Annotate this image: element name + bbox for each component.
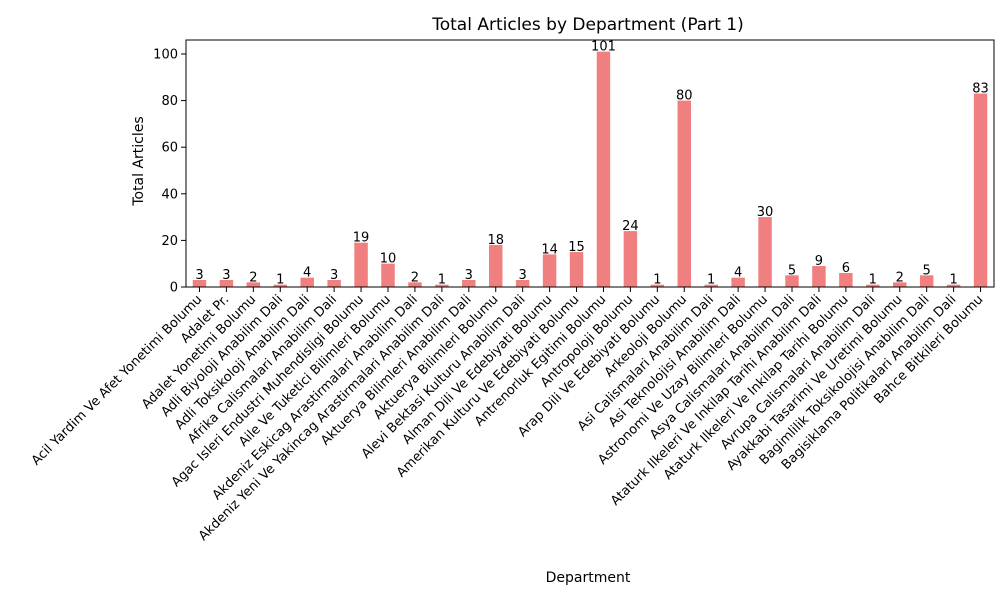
bar: [677, 100, 691, 288]
plot-frame: [185, 39, 995, 288]
bar: [300, 277, 314, 287]
bar: [435, 284, 449, 287]
y-tick-label: 0: [170, 281, 178, 296]
bar: [623, 231, 638, 287]
bar-value-label: 1: [707, 273, 715, 288]
bar-value-label: 2: [249, 270, 257, 285]
bar: [919, 275, 934, 287]
y-tick-label: 40: [161, 187, 178, 202]
bar-value-label: 14: [541, 242, 558, 257]
bar: [408, 282, 422, 287]
bar-value-label: 9: [815, 254, 823, 269]
bar: [812, 266, 826, 287]
bar: [704, 284, 718, 287]
bar: [973, 93, 988, 288]
bar-value-label: 3: [195, 268, 203, 283]
bar: [569, 252, 584, 287]
bar: [542, 254, 557, 287]
bar-value-label: 18: [487, 233, 504, 248]
bar-value-label: 24: [622, 219, 639, 234]
bar-value-label: 10: [380, 252, 397, 267]
bar-value-label: 80: [676, 89, 693, 104]
bar-value-label: 1: [869, 273, 877, 288]
x-axis-ticks: Acil Yardim Ve Afet Yonetimi BolumuAdale…: [29, 287, 986, 544]
bar-value-label: 1: [653, 273, 661, 288]
bar-value-label: 5: [923, 263, 931, 278]
y-tick-label: 20: [161, 234, 178, 249]
bar-value-label: 19: [353, 231, 370, 246]
bar: [354, 242, 368, 287]
bar: [731, 277, 745, 287]
bar-value-label: 3: [519, 268, 527, 283]
bar-value-label: 1: [949, 273, 957, 288]
bar-value-label: 3: [465, 268, 473, 283]
bar-value-label: 1: [438, 273, 446, 288]
y-axis-label: Total Articles: [131, 116, 147, 206]
bar: [946, 284, 961, 287]
bar: [489, 245, 503, 287]
y-tick-label: 80: [161, 94, 178, 109]
bar-value-label: 4: [734, 266, 742, 281]
bars-layer: [192, 51, 988, 288]
chart-title: Total Articles by Department (Part 1): [431, 15, 743, 35]
bar: [785, 275, 799, 287]
bar-value-label: 15: [568, 240, 585, 255]
bar: [273, 284, 287, 287]
bar-value-label: 2: [896, 270, 904, 285]
bar: [839, 273, 853, 287]
bar: [219, 280, 234, 287]
bar: [462, 280, 476, 287]
bar: [893, 282, 907, 287]
bar-value-label: 3: [330, 268, 338, 283]
bar: [246, 282, 261, 287]
bar: [381, 263, 395, 287]
bar: [596, 51, 611, 288]
bar-value-label: 5: [788, 263, 796, 278]
bar: [515, 280, 530, 287]
bar-value-label: 83: [972, 82, 989, 97]
bar: [650, 284, 665, 287]
bar: [327, 280, 341, 287]
y-tick-label: 100: [153, 47, 178, 62]
y-axis-ticks: 0 20 40 60 80 100: [153, 47, 186, 296]
bar-value-label: 30: [757, 205, 774, 220]
x-axis-label: Department: [546, 570, 631, 586]
bar: [192, 280, 207, 287]
bar-value-label: 6: [842, 261, 850, 276]
bar: [758, 217, 772, 287]
bar-value-label: 3: [222, 268, 230, 283]
bar: [866, 284, 880, 287]
bar-value-label: 4: [303, 266, 311, 281]
bar-value-label: 1: [276, 273, 284, 288]
bar-value-label: 101: [591, 40, 616, 55]
y-tick-label: 60: [161, 141, 178, 156]
bar-value-label: 2: [411, 270, 419, 285]
